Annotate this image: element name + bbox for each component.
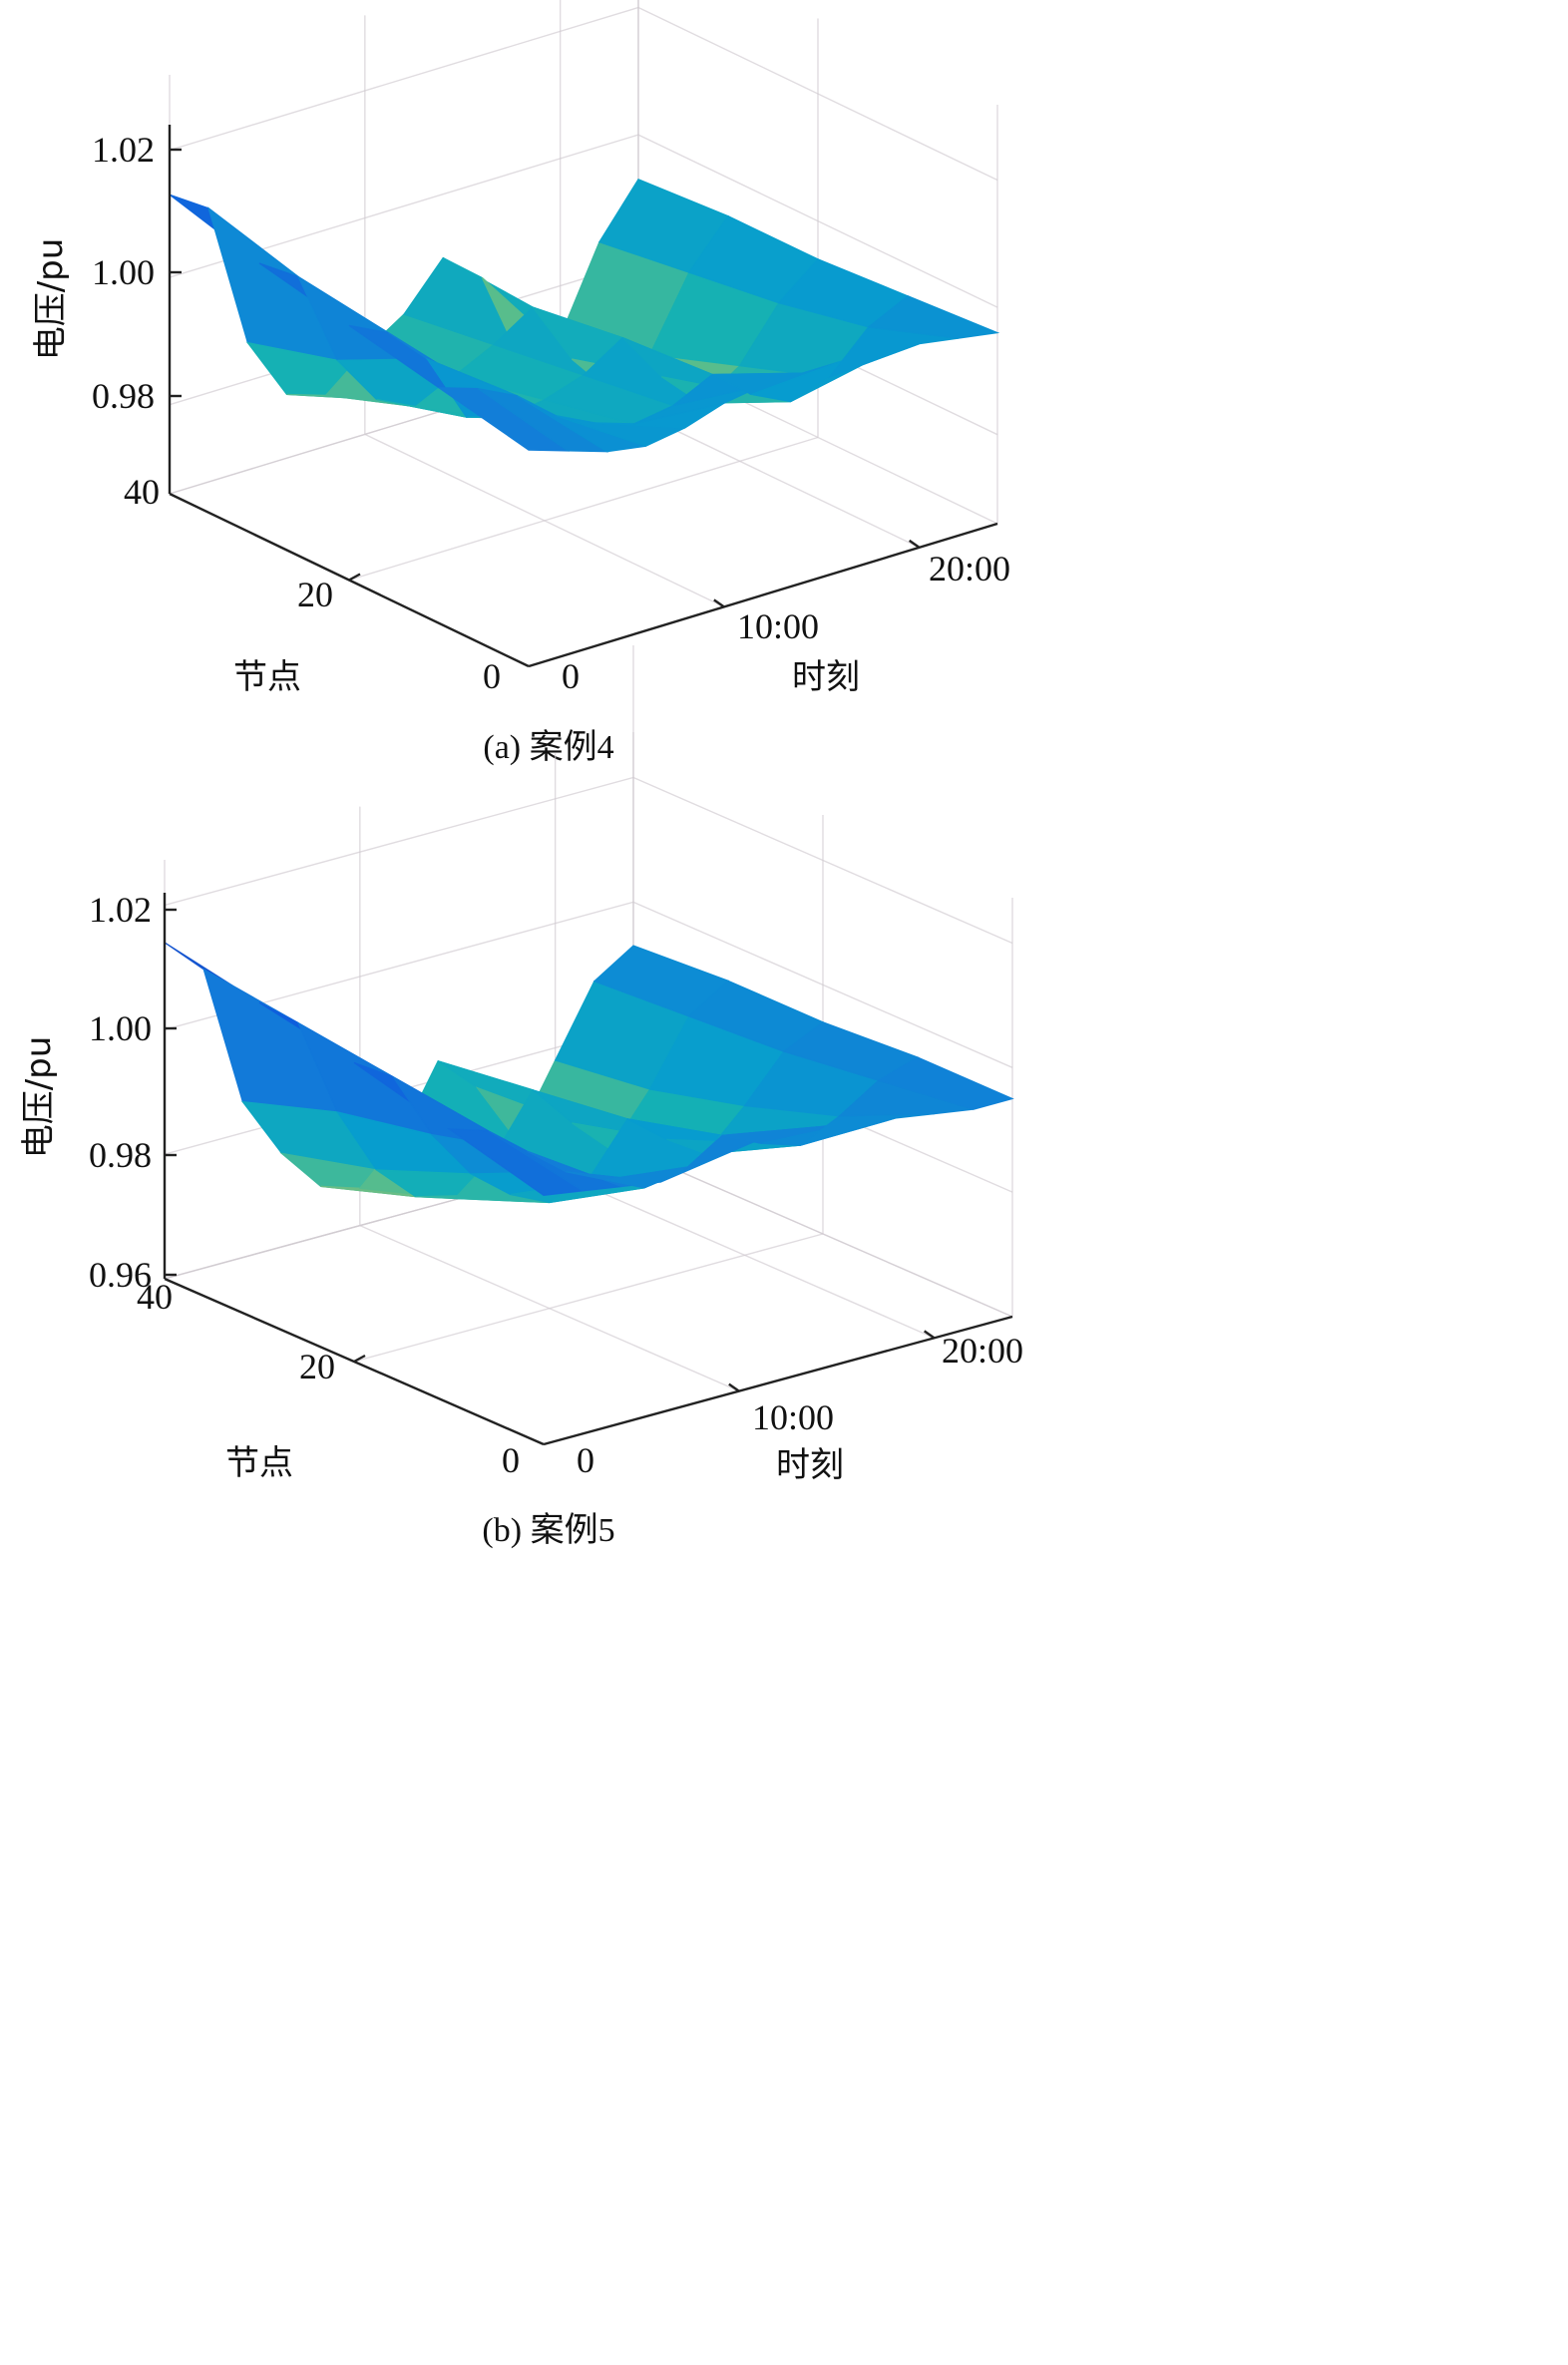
node-tick-1 — [353, 1354, 366, 1364]
node-tick-label-0: 40 — [124, 472, 160, 512]
z-tick-label-1: 1.00 — [89, 1008, 152, 1048]
node-axis-title: 节点 — [225, 1443, 293, 1483]
z-tick-label-2: 0.98 — [92, 376, 155, 416]
z-axis-title: 电压/pu — [31, 238, 71, 361]
node-tick-label-1: 20 — [297, 575, 333, 614]
surface-chart-a: 1.02 1.00 0.98 40 20 0 0 10:00 20:00 电压/pu 节点 时刻 (a)… — [31, 0, 1010, 766]
surface-patch-n0-t22 — [877, 1056, 1014, 1110]
chart-panel-a: 1.02 1.00 0.98 40 20 0 0 10:00 20:00 电压/pu 节点 时刻 (a)… — [0, 0, 1045, 788]
surface-patch-n30-t2 — [207, 206, 339, 362]
z-axis-title: 电压/pu — [19, 1036, 59, 1159]
time-tick-1 — [728, 1382, 740, 1392]
z-tick-label-2: 0.98 — [89, 1135, 152, 1175]
time-tick-label-2: 20:00 — [929, 549, 1010, 589]
axes: 1.02 1.00 0.98 40 20 0 0 10:00 20:00 — [92, 125, 1010, 696]
time-axis-title: 时刻 — [776, 1445, 844, 1485]
node-tick-label-2: 0 — [483, 656, 501, 696]
node-tick-label-0: 40 — [137, 1277, 173, 1317]
surface — [169, 179, 1000, 453]
chart-caption: (a) 案例4 — [483, 728, 613, 766]
time-tick-label-1: 10:00 — [737, 606, 819, 646]
time-tick-label-0: 0 — [577, 1440, 594, 1480]
node-tick-1 — [348, 573, 361, 582]
z-tick-label-3: 0.96 — [89, 1255, 152, 1295]
z-tick-label-0: 1.02 — [89, 890, 152, 930]
chart-caption: (b) 案例5 — [482, 1511, 614, 1549]
z-tick-label-0: 1.02 — [92, 130, 155, 170]
time-tick-1 — [713, 598, 725, 608]
z-tick-label-1: 1.00 — [92, 252, 155, 292]
time-tick-label-1: 10:00 — [752, 1397, 834, 1437]
time-tick-label-2: 20:00 — [942, 1331, 1023, 1371]
surface-chart-b: 1.021.000.980.9640200 010:0020:00电压/pu节点时… — [19, 645, 1023, 1549]
time-tick-2 — [923, 1330, 936, 1340]
node-tick-label-2: 0 — [502, 1440, 520, 1480]
node-tick-label-1: 20 — [299, 1347, 335, 1386]
time-tick-2 — [908, 539, 921, 549]
surface — [164, 942, 1014, 1204]
time-tick-label-0: 0 — [562, 656, 580, 696]
surface-patch-n0-t22 — [867, 295, 1000, 339]
time-axis-title: 时刻 — [792, 657, 860, 697]
node-axis-title: 节点 — [233, 657, 301, 697]
time-axis — [543, 1315, 1013, 1446]
chart-panel-b: 1.02 1.00 0.98 0.96 40 20 0 0 10:00 20:00 电压/pu 节点时… — [0, 645, 1045, 1576]
